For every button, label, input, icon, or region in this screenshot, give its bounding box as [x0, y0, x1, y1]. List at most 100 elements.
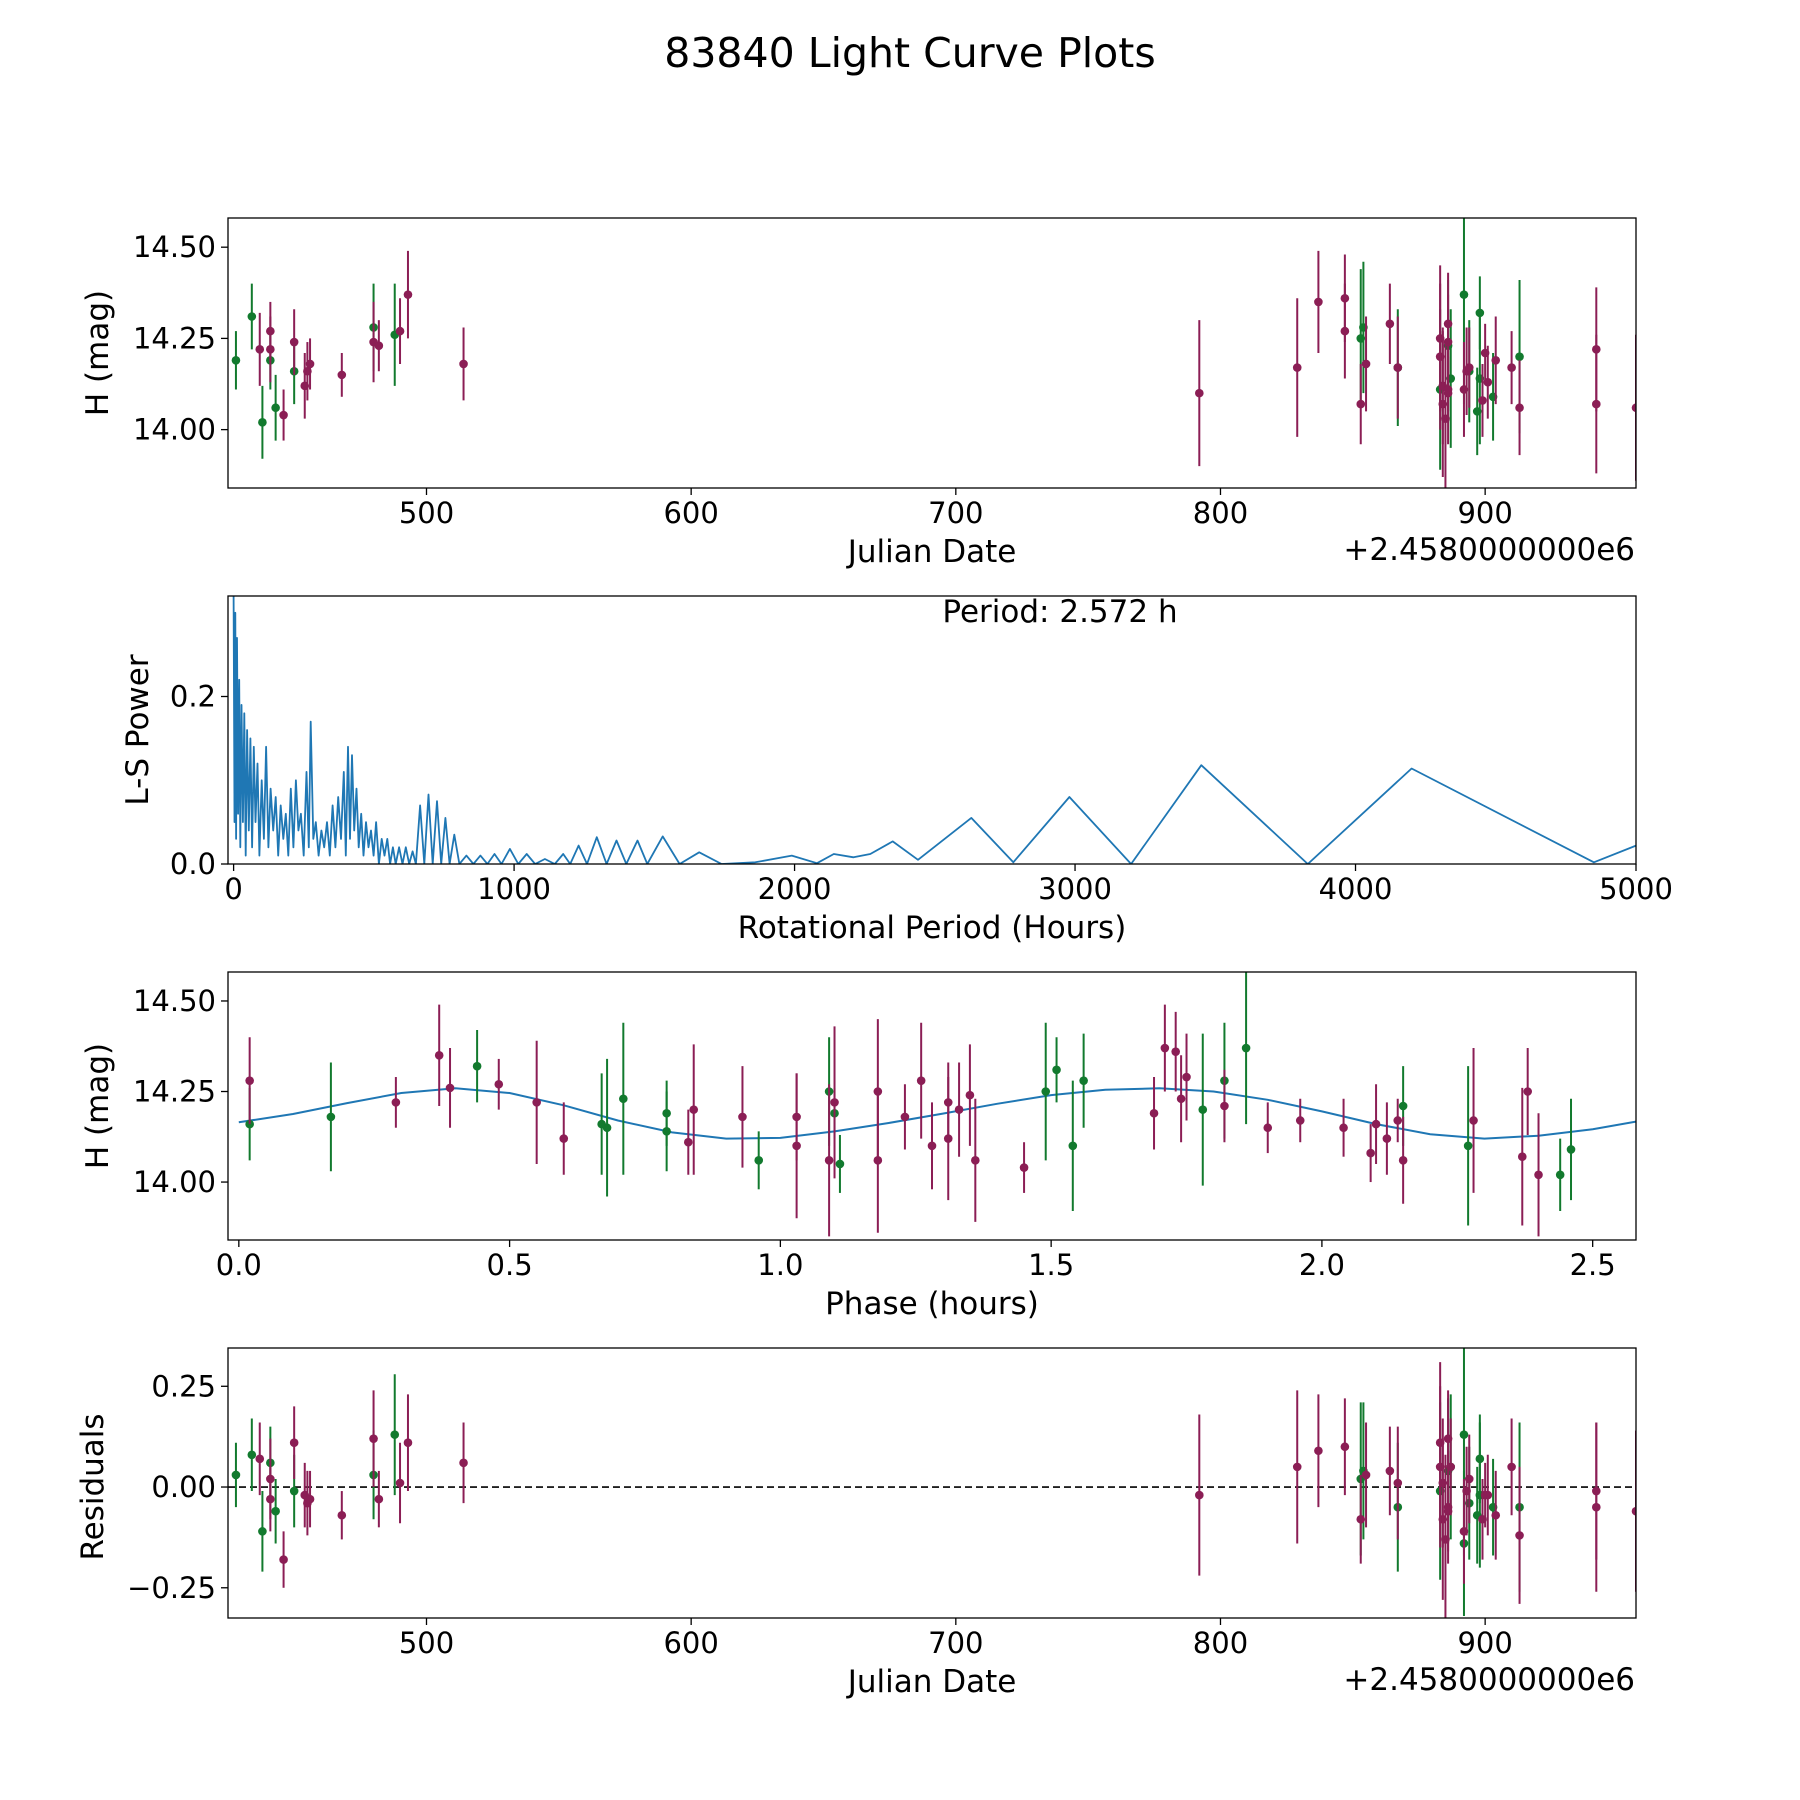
marker — [255, 1454, 265, 1464]
marker — [1198, 1105, 1208, 1114]
residuals-y-label: Residuals — [75, 1413, 111, 1560]
marker — [390, 1430, 400, 1439]
lc-magenta-point — [279, 389, 288, 441]
phase-folded-panel: 0.0 0.5 1.0 1.5 2.0 2.5 14.00 14.25 14.50 Phase … — [80, 971, 1637, 1322]
phase-ytick-label: 14.25 — [133, 1075, 216, 1109]
marker — [1515, 1531, 1524, 1540]
marker — [459, 1458, 468, 1468]
marker — [792, 1112, 801, 1122]
lc-ytick-label: 14.00 — [133, 413, 216, 447]
marker — [1393, 363, 1403, 372]
marker — [1469, 1116, 1478, 1125]
marker — [1079, 1076, 1088, 1085]
phase-magenta-point — [494, 1058, 504, 1110]
marker — [1176, 1094, 1186, 1104]
marker — [1339, 1123, 1348, 1133]
lc-magenta-point — [1361, 316, 1371, 412]
phase-magenta-point — [1469, 1048, 1478, 1193]
ls-power-line-0 — [232, 596, 417, 864]
lc-ytick-label: 14.50 — [133, 230, 216, 264]
lc-magenta-point — [1393, 316, 1403, 419]
marker — [1041, 1087, 1051, 1096]
marker — [900, 1112, 910, 1122]
marker — [271, 1506, 280, 1516]
marker — [1507, 1462, 1516, 1472]
resid-magenta-point — [1446, 1418, 1456, 1516]
resid-xtick-label: 800 — [1193, 1626, 1248, 1660]
resid-magenta-point — [403, 1394, 413, 1492]
marker — [395, 326, 405, 336]
lc-magenta-point — [1631, 334, 1636, 481]
marker — [1507, 363, 1516, 372]
phase-magenta-point — [738, 1066, 747, 1168]
resid-magenta-point — [1491, 1470, 1501, 1560]
light-curve-axes-frame — [227, 217, 1637, 489]
phase-magenta-point — [1398, 1116, 1408, 1204]
phase-xtick-label: 2.0 — [1299, 1248, 1345, 1282]
phase-magenta-point — [1534, 1113, 1543, 1237]
phase-magenta-point — [1263, 1102, 1273, 1154]
phase-magenta-point — [689, 1044, 699, 1175]
phase-magenta-point — [1393, 1098, 1403, 1143]
marker — [1263, 1123, 1273, 1133]
phase-green-point — [754, 1131, 764, 1190]
lc-magenta-point — [1515, 360, 1524, 456]
marker — [1555, 1170, 1565, 1180]
ls-ytick-label: 0.2 — [170, 680, 216, 714]
resid-green-point — [231, 1442, 241, 1508]
phase-magenta-point — [1182, 1033, 1191, 1121]
lc-magenta-point — [266, 301, 275, 361]
phase-magenta-point — [1176, 1055, 1186, 1143]
resid-green-point — [247, 1418, 257, 1492]
lc-magenta-point — [289, 309, 299, 375]
marker — [1459, 290, 1469, 299]
marker — [247, 312, 257, 321]
resid-magenta-point — [1515, 1466, 1524, 1604]
lc-magenta-point — [403, 250, 413, 339]
residuals-offset-text: +2.4580000000e6 — [1343, 1662, 1635, 1698]
marker — [1382, 1134, 1392, 1143]
marker — [738, 1112, 747, 1122]
phase-magenta-point — [684, 1109, 693, 1175]
resid-magenta-point — [337, 1491, 347, 1540]
phase-magenta-point — [1160, 1004, 1170, 1092]
marker — [459, 359, 468, 369]
phase-magenta-point — [1171, 1011, 1180, 1092]
marker — [1295, 1116, 1305, 1125]
phase-magenta-point — [927, 1102, 937, 1190]
marker — [231, 1470, 241, 1480]
ls-xtick-label: 0 — [224, 872, 242, 906]
phase-magenta-point — [792, 1073, 801, 1161]
marker — [1464, 363, 1474, 372]
phase-magenta-point — [391, 1077, 401, 1128]
phase-green-point — [1198, 1033, 1208, 1186]
marker — [1491, 1510, 1501, 1520]
lc-magenta-point — [1507, 331, 1516, 405]
phase-green-point — [602, 1058, 612, 1197]
marker — [1195, 388, 1204, 398]
resid-magenta-point — [1483, 1454, 1493, 1536]
resid-magenta-point — [266, 1466, 275, 1532]
phase-magenta-point — [954, 1062, 964, 1157]
marker — [403, 290, 413, 299]
marker — [619, 1094, 628, 1104]
lc-magenta-point — [374, 320, 384, 372]
phase-green-point — [662, 1091, 671, 1172]
marker — [1292, 1462, 1302, 1472]
lc-magenta-point — [1314, 250, 1323, 353]
phase-magenta-point — [1339, 1098, 1348, 1157]
lc-xtick-label: 600 — [663, 496, 718, 530]
marker — [1592, 1502, 1601, 1512]
resid-magenta-point — [1393, 1426, 1403, 1540]
resid-magenta-point — [279, 1531, 288, 1588]
periodogram-y-label: L-S Power — [120, 654, 156, 805]
phase-magenta-point — [900, 1084, 910, 1150]
marker — [434, 1050, 444, 1060]
marker — [830, 1098, 839, 1107]
marker — [1052, 1065, 1061, 1075]
marker — [559, 1134, 569, 1143]
marker — [1398, 1101, 1408, 1111]
phase-ytick-label: 14.00 — [133, 1165, 216, 1199]
resid-magenta-point — [459, 1422, 468, 1504]
marker — [395, 1478, 405, 1488]
